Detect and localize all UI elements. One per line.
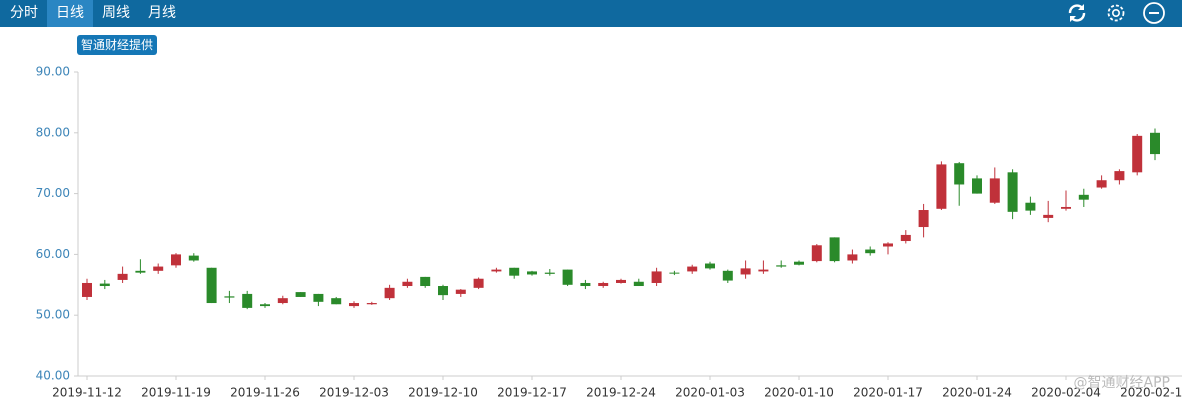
x-tick-label: 2019-12-03 [319, 386, 389, 400]
candle-body [99, 283, 110, 287]
candle-body [936, 164, 947, 209]
candle-body [171, 254, 181, 266]
x-tick-label: 2020-01-17 [853, 386, 923, 400]
candle-body [829, 237, 840, 262]
y-tick-label: 50.00 [36, 308, 70, 322]
candle-body [206, 267, 217, 304]
candle-body [366, 303, 377, 305]
x-tick-label: 2019-12-24 [586, 386, 656, 400]
y-tick-label: 40.00 [36, 369, 70, 383]
candle-body [865, 249, 876, 254]
candle-body [188, 255, 199, 261]
x-tick-label: 2019-12-10 [408, 386, 478, 400]
candle-body [900, 234, 911, 242]
y-tick-label: 80.00 [36, 125, 70, 139]
candle-body [349, 303, 359, 307]
candle-body [847, 254, 858, 261]
candle-body [989, 178, 1000, 203]
candle-body [473, 278, 484, 288]
candle-body [295, 292, 306, 297]
candle-body [402, 281, 413, 287]
x-tick-label: 2020-01-03 [675, 386, 745, 400]
x-tick-label: 2020-02-04 [1031, 386, 1101, 400]
tab[interactable]: 分时 [10, 5, 38, 21]
candle-body [1007, 172, 1018, 212]
candle-body [1043, 214, 1054, 218]
candle-body [722, 270, 733, 281]
y-tick-label: 70.00 [36, 186, 70, 200]
candle-body [794, 261, 804, 265]
x-tick-label: 2020-01-10 [764, 386, 834, 400]
candle-body [1078, 194, 1089, 200]
candle-body [117, 273, 128, 280]
x-tick-label: 2019-12-17 [497, 386, 567, 400]
candle-body [740, 268, 751, 275]
watermark: @智通财经APP [1074, 375, 1170, 391]
candle-body [544, 272, 555, 274]
y-tick-label: 60.00 [36, 247, 70, 261]
candle-body [509, 267, 520, 276]
candle-body [918, 210, 929, 228]
tab[interactable]: 月线 [148, 5, 176, 21]
candle-body [954, 163, 965, 185]
candle-body [260, 304, 270, 307]
candle-body [1096, 180, 1107, 188]
candle-body [580, 282, 591, 287]
collapse-icon[interactable] [1142, 1, 1166, 25]
candle-body [224, 296, 235, 298]
candle-body [705, 263, 715, 269]
candle-body [455, 289, 466, 294]
candle-body [562, 269, 573, 285]
candle-body [384, 287, 395, 299]
candle-body [758, 269, 769, 272]
candle-body [1025, 202, 1036, 211]
x-tick-label: 2019-11-19 [141, 386, 211, 400]
candle-body [972, 178, 982, 194]
y-tick-label: 90.00 [36, 65, 70, 79]
candle-body [82, 282, 92, 297]
x-tick-label: 2019-11-12 [52, 386, 122, 400]
candle-body [883, 243, 893, 247]
candle-body [331, 298, 342, 305]
candle-body [277, 298, 288, 304]
toolbar: 分时 日线 周线 月线 [0, 0, 1182, 27]
candle-body [1114, 171, 1125, 181]
candle-body [1132, 135, 1143, 173]
candle-body [633, 281, 644, 287]
candle-body [598, 282, 609, 287]
candle-body [811, 245, 822, 262]
candle-body [135, 270, 146, 273]
source-badge: 智通财经提供 [77, 35, 158, 55]
candle-body [242, 293, 253, 308]
candle-body [420, 276, 431, 287]
tab[interactable]: 周线 [102, 5, 130, 21]
refresh-icon[interactable] [1065, 1, 1089, 25]
candle-body [153, 266, 164, 271]
tab[interactable]: 日线 [47, 0, 93, 27]
candle-body [491, 269, 502, 272]
candle-body [527, 271, 537, 275]
candle-body [1061, 206, 1071, 209]
candle-body [669, 272, 680, 274]
candle-body [438, 286, 448, 296]
candle-body [776, 265, 787, 267]
x-tick-label: 2019-11-26 [230, 386, 300, 400]
settings-icon[interactable] [1104, 1, 1128, 25]
candle-body [313, 293, 324, 302]
candle-body [616, 279, 626, 283]
candle-body [1150, 132, 1160, 155]
candle-body [687, 266, 698, 272]
x-tick-label: 2020-02-11 [1120, 386, 1182, 400]
candle-body [651, 271, 662, 283]
x-tick-label: 2020-01-24 [942, 386, 1012, 400]
